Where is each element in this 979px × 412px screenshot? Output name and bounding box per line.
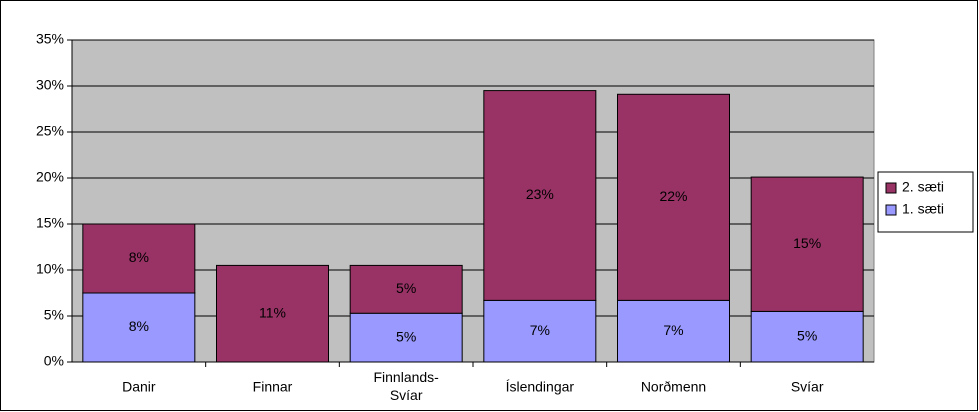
y-tick-label: 35% [36, 31, 64, 47]
bar-segment [349, 264, 463, 314]
legend-swatch [885, 182, 897, 194]
data-label: 5% [396, 280, 416, 296]
bar-segment [216, 264, 329, 363]
x-tick-label: Danir [122, 379, 156, 395]
x-tick-label: Svíar [791, 379, 824, 395]
bar-segment [617, 93, 730, 301]
bar-segment [82, 223, 196, 294]
x-tick-label: Norðmenn [641, 379, 706, 395]
y-tick-label: 25% [36, 123, 64, 139]
bar-segment [750, 176, 864, 312]
data-label: 5% [797, 327, 817, 343]
bar-segment [349, 312, 463, 363]
legend-box [877, 171, 974, 233]
data-label: 11% [259, 304, 286, 320]
x-tick-label: Finnar [253, 379, 293, 395]
data-label: 8% [129, 318, 149, 334]
y-tick-label: 15% [36, 215, 64, 231]
data-label: 23% [526, 186, 554, 202]
data-label: 7% [530, 322, 550, 338]
plot-area [71, 39, 875, 363]
legend-swatch [885, 204, 897, 216]
x-tick-label-line: Svíar [390, 387, 423, 403]
data-label: 22% [659, 188, 687, 204]
data-label: 8% [129, 249, 149, 265]
data-label: 5% [396, 328, 416, 344]
x-tick-label: Íslendingar [506, 379, 575, 395]
bar-segment [483, 90, 597, 301]
x-tick-label-line: Finnlands- [373, 369, 439, 385]
y-tick-label: 5% [44, 307, 64, 323]
data-label: 15% [793, 235, 821, 251]
legend-label: 1. sæti [902, 201, 944, 217]
x-tick-label: Finnlands- Svíar [373, 369, 439, 403]
data-label: 7% [663, 322, 683, 338]
bar-segment [617, 299, 730, 363]
y-tick-label: 30% [36, 77, 64, 93]
y-tick-label: 0% [44, 353, 64, 369]
y-tick-label: 20% [36, 169, 64, 185]
y-tick-label: 10% [36, 261, 64, 277]
bar-segment [483, 299, 597, 363]
legend-label: 2. sæti [902, 179, 944, 195]
